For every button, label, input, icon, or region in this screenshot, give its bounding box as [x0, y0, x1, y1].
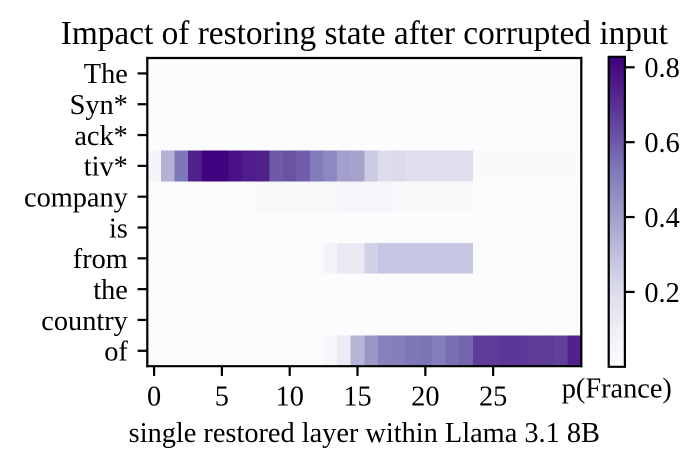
svg-text:20: 20	[411, 381, 439, 412]
svg-text:0.6: 0.6	[644, 128, 679, 159]
svg-text:p(France): p(France)	[562, 374, 672, 405]
svg-text:single restored layer within L: single restored layer within Llama 3.1 8…	[129, 418, 600, 449]
svg-text:0.4: 0.4	[644, 203, 679, 234]
svg-text:5: 5	[215, 381, 229, 412]
svg-text:Impact of restoring state afte: Impact of restoring state after corrupte…	[61, 15, 669, 52]
svg-text:Syn*: Syn*	[70, 90, 128, 121]
svg-text:15: 15	[343, 381, 371, 412]
svg-text:from: from	[73, 244, 128, 275]
svg-text:0.2: 0.2	[644, 278, 679, 309]
svg-text:0: 0	[147, 381, 161, 412]
svg-text:tiv*: tiv*	[84, 152, 128, 183]
svg-text:is: is	[109, 213, 128, 244]
svg-text:ack*: ack*	[74, 121, 127, 152]
svg-text:0.8: 0.8	[644, 53, 679, 84]
svg-text:10: 10	[276, 381, 304, 412]
svg-text:of: of	[104, 337, 128, 368]
svg-text:25: 25	[479, 381, 507, 412]
svg-text:the: the	[93, 275, 128, 306]
svg-text:country: country	[41, 306, 128, 337]
svg-text:company: company	[24, 182, 129, 213]
svg-text:The: The	[84, 59, 128, 90]
